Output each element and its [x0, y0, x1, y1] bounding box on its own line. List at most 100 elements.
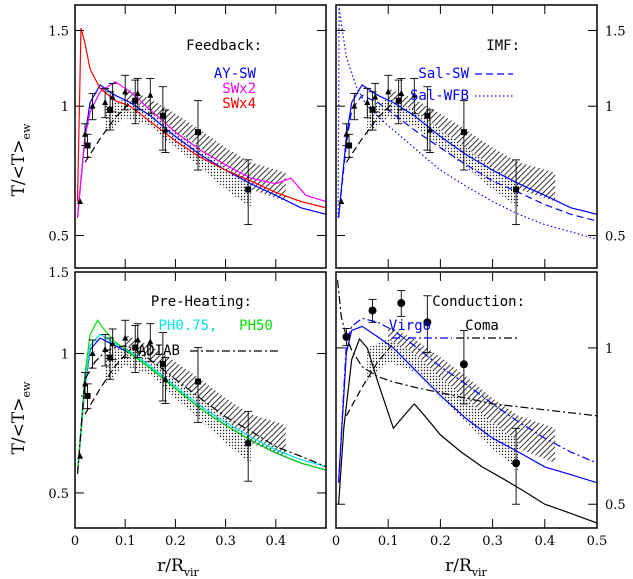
legend-label: Sal-SW — [418, 66, 469, 82]
legend-label: Coma — [465, 318, 499, 334]
legend-label: AY-SW — [214, 66, 257, 82]
data-point-square — [159, 360, 166, 367]
panel-conduction: 0 0.1 0.2 0.3 0.4 0.5 0.5 1 Conduction:Virgo Coma — [332, 271, 626, 549]
x-tick-label: 0.1 — [115, 534, 136, 549]
series-line-sal-wfb — [337, 7, 597, 240]
data-point-square — [107, 106, 114, 113]
panel-title: Pre-Heating: — [151, 294, 252, 310]
hatched-band — [125, 88, 286, 202]
plot-frame — [335, 4, 598, 269]
data-point-triangle — [122, 334, 129, 341]
data-point-triangle — [109, 93, 116, 100]
x-axis-title-left: r/Rvir — [157, 556, 199, 579]
panel-title: Feedback: — [186, 38, 262, 54]
data-point-triangle — [147, 91, 154, 98]
data-point-circle — [459, 360, 468, 369]
data-point-triangle — [398, 90, 405, 97]
legend-label: Virgo — [389, 318, 431, 334]
x-axis-title-right: r/Rvir — [445, 556, 487, 579]
data-point-triangle — [89, 350, 96, 357]
data-point-triangle — [134, 336, 141, 343]
y-axis-title-bottom: T/<T>ew — [9, 381, 33, 454]
data-point-square — [346, 142, 353, 149]
dotted-band — [367, 339, 519, 471]
data-point-square — [513, 186, 520, 193]
data-point-triangle — [162, 126, 169, 133]
y-tick-label: 0.5 — [48, 229, 69, 244]
data-point-square — [245, 440, 252, 447]
data-point-triangle — [162, 375, 169, 382]
y-tick-label: 1 — [61, 348, 69, 363]
data-point-square — [460, 129, 467, 136]
panel-title: Conduction: — [432, 294, 525, 310]
series-line-unlabeled-0 — [338, 325, 597, 484]
panel-title: IMF: — [486, 38, 520, 54]
panel-imf: 0.5 1 1.5 IMF: Sal-SW Sal-WFB — [335, 4, 626, 269]
data-point-square — [84, 392, 91, 399]
data-point-triangle — [351, 102, 358, 109]
data-point-triangle — [364, 98, 371, 105]
data-point-triangle — [102, 98, 109, 105]
x-tick-label: 0 — [71, 534, 79, 549]
y-tick-label: 0.5 — [605, 229, 626, 244]
data-point-triangle — [338, 197, 345, 204]
dotted-band — [367, 98, 519, 208]
plot-frame — [74, 4, 327, 269]
y-tick-label: 1 — [605, 100, 613, 115]
data-point-triangle — [426, 126, 433, 133]
y-tick-label: 1.5 — [605, 25, 626, 40]
x-tick-label: 0.1 — [378, 534, 399, 549]
data-point-triangle — [109, 340, 116, 347]
panel-preheating: 0 0.1 0.2 0.3 0.4 0.5 1 1.5 Pre-Heating: PH0.75, P… — [48, 266, 327, 549]
data-point-triangle — [77, 452, 84, 459]
data-point-triangle — [372, 93, 379, 100]
y-tick-label: 1 — [605, 342, 613, 357]
data-point-square — [194, 378, 201, 385]
data-point-triangle — [134, 90, 141, 97]
data-point-square — [107, 354, 114, 361]
series-line-unlabeled-4 — [345, 343, 394, 417]
legend-label: PH50 — [239, 318, 273, 334]
legend-label: PH0.75, — [158, 318, 217, 334]
data-point-triangle — [102, 346, 109, 353]
data-point-circle — [423, 318, 432, 327]
y-tick-label: 0.5 — [605, 498, 626, 513]
data-point-square — [369, 106, 376, 113]
x-tick-label: 0 — [332, 534, 340, 549]
y-tick-label: 0.5 — [48, 487, 69, 502]
x-tick-label: 0.3 — [215, 534, 236, 549]
plot-area — [337, 280, 597, 524]
series-line-unlabeled-3 — [338, 337, 597, 524]
series-line-unlabeled-3 — [84, 102, 131, 163]
data-point-circle — [512, 459, 521, 468]
x-tick-label: 0.2 — [430, 534, 451, 549]
data-point-triangle — [77, 197, 84, 204]
data-point-square — [132, 97, 139, 104]
series-line-ph50 — [76, 319, 326, 474]
plot-frame — [74, 271, 327, 529]
hatched-band — [388, 326, 556, 464]
data-point-triangle — [147, 338, 154, 345]
data-point-circle — [368, 306, 377, 315]
y-tick-label: 1.5 — [48, 25, 69, 40]
x-tick-label: 0.4 — [534, 534, 555, 549]
data-point-square — [132, 344, 139, 351]
data-point-triangle — [82, 380, 89, 387]
series-line-virgo — [338, 317, 597, 483]
data-point-triangle — [385, 88, 392, 95]
series-line-coma — [337, 280, 597, 417]
plot-area — [76, 319, 326, 482]
series-line-swx4 — [76, 27, 326, 209]
dotted-band — [105, 98, 251, 208]
data-point-square — [159, 112, 166, 119]
data-point-circle — [397, 299, 406, 308]
legend-label: ADIAB — [138, 343, 180, 359]
hatched-band — [388, 88, 556, 202]
x-tick-label: 0.3 — [482, 534, 503, 549]
y-tick-label: 1.5 — [48, 266, 69, 281]
legend-label: SWx4 — [222, 96, 256, 112]
plot-area — [337, 7, 597, 240]
legend-label: SWx2 — [222, 81, 256, 97]
data-point-square — [395, 97, 402, 104]
data-point-circle — [342, 332, 351, 341]
